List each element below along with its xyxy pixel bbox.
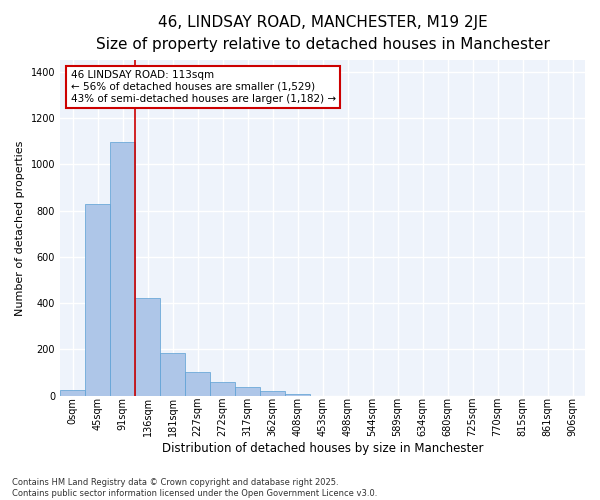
Bar — [135, 298, 160, 396]
Bar — [210, 382, 235, 396]
Y-axis label: Number of detached properties: Number of detached properties — [15, 140, 25, 316]
Bar — [85, 204, 110, 396]
Bar — [260, 392, 285, 396]
Bar — [235, 388, 260, 396]
Title: 46, LINDSAY ROAD, MANCHESTER, M19 2JE
Size of property relative to detached hous: 46, LINDSAY ROAD, MANCHESTER, M19 2JE Si… — [95, 15, 550, 52]
Bar — [185, 372, 210, 396]
X-axis label: Distribution of detached houses by size in Manchester: Distribution of detached houses by size … — [162, 442, 483, 455]
Bar — [285, 394, 310, 396]
Bar — [60, 390, 85, 396]
Bar — [110, 142, 135, 396]
Text: Contains HM Land Registry data © Crown copyright and database right 2025.
Contai: Contains HM Land Registry data © Crown c… — [12, 478, 377, 498]
Bar — [160, 353, 185, 396]
Text: 46 LINDSAY ROAD: 113sqm
← 56% of detached houses are smaller (1,529)
43% of semi: 46 LINDSAY ROAD: 113sqm ← 56% of detache… — [71, 70, 335, 104]
